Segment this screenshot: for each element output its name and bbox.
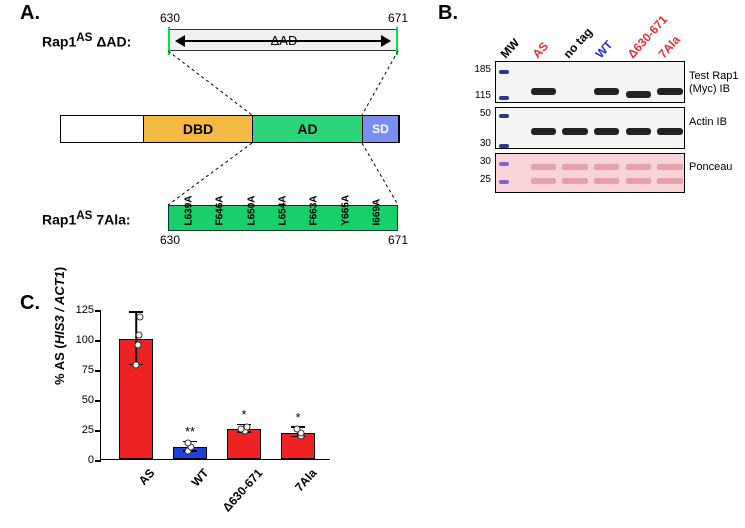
ytick-label: 75: [82, 364, 94, 376]
blot-label-1: Actin IB: [689, 116, 745, 129]
mutation-i669a: I669A: [372, 211, 383, 225]
mw-label: 25: [463, 174, 491, 185]
tick-630-top: 630: [160, 11, 180, 25]
lane-label-3: WT: [593, 38, 616, 61]
blot-0: [495, 61, 685, 103]
rap1-domain-track: DBD AD SD: [60, 115, 400, 143]
bar-chart: 0255075100125AS**WT*Δ630-671*7Ala: [100, 310, 330, 460]
seven-ala-bar: L639A F646A L650A L654A F663A Y665A I669A: [168, 205, 398, 231]
mw-label: 115: [463, 90, 491, 101]
mutation-l650a: L650A: [246, 211, 257, 225]
xlabel-WT: WT: [162, 466, 211, 518]
lane-label-2: no tag: [561, 25, 595, 61]
sig-7Ala: *: [295, 410, 300, 425]
rap1-7ala-title: Rap1AS 7Ala:: [42, 209, 131, 228]
mw-label: 50: [463, 108, 491, 119]
mw-label: 185: [463, 64, 491, 75]
ytick-label: 100: [76, 334, 94, 346]
ytick-label: 25: [82, 424, 94, 436]
lane-label-0: MW: [498, 36, 523, 61]
rap1-dad-title: Rap1AS ΔAD:: [42, 31, 131, 50]
mutation-y665a: Y665A: [340, 211, 351, 225]
panel-b: MWASno tagWTΔ630-6717Ala 185115Test Rap1…: [445, 5, 735, 265]
xlabel-Δ630-671: Δ630-671: [216, 466, 265, 518]
sig-Δ630-671: *: [241, 407, 246, 422]
dad-bar: ΔAD: [168, 29, 398, 51]
xlabel-7Ala: 7Ala: [270, 466, 319, 518]
ytick-label: 0: [88, 454, 94, 466]
lane-labels: MWASno tagWTΔ630-6717Ala: [500, 5, 686, 61]
blot-label-2: Ponceau: [689, 161, 745, 174]
lane-label-1: AS: [529, 39, 551, 61]
ytick-label: 125: [76, 304, 94, 316]
tick-630-bot: 630: [160, 233, 180, 247]
y-axis-title: % AS (HIS3 / ACT1): [52, 267, 67, 385]
sig-WT: **: [185, 424, 195, 439]
mutation-l639a: L639A: [183, 211, 194, 225]
dad-text: ΔAD: [169, 33, 399, 48]
sd-domain: SD: [363, 116, 399, 142]
panel-a: Rap1AS ΔAD: 630 671 ΔAD DBD AD SD Rap1AS…: [30, 5, 420, 275]
mw-label: 30: [463, 156, 491, 167]
blot-2: [495, 153, 685, 193]
ytick-label: 50: [82, 394, 94, 406]
ad-domain: AD: [253, 116, 363, 142]
blot-1: [495, 107, 685, 149]
mutation-f646a: F646A: [215, 211, 226, 225]
tick-671-bot: 671: [388, 233, 408, 247]
panel-c: % AS (HIS3 / ACT1) 0255075100125AS**WT*Δ…: [30, 300, 360, 520]
mutation-f663a: F663A: [309, 211, 320, 225]
mutation-l654a: L654A: [277, 211, 288, 225]
lane-label-5: 7Ala: [656, 33, 683, 61]
dbd-domain: DBD: [143, 116, 253, 142]
mw-label: 30: [463, 138, 491, 149]
xlabel-AS: AS: [108, 466, 157, 518]
blot-label-0: Test Rap1(Myc) IB: [689, 70, 745, 95]
tick-671-top: 671: [388, 11, 408, 25]
